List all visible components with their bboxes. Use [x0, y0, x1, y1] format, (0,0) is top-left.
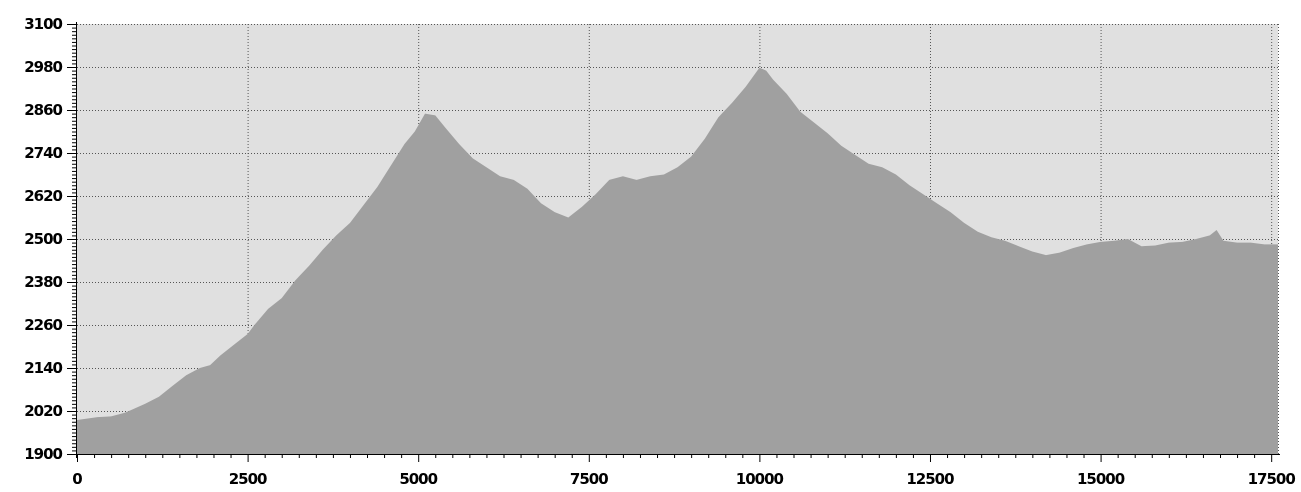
x-tick-label: 7500	[570, 470, 608, 488]
x-tick-label: 5000	[399, 470, 437, 488]
y-tick-label: 1900	[24, 445, 62, 463]
y-tick-label: 2020	[24, 402, 62, 420]
x-tick-label: 12500	[906, 470, 954, 488]
elevation-area	[77, 67, 1278, 454]
y-tick-label: 2260	[24, 316, 62, 334]
x-tick-label: 10000	[736, 470, 784, 488]
y-tick-label: 2740	[24, 144, 62, 162]
x-axis-labels: 0 2500 5000 7500 10000 12500 15000 17500	[72, 470, 1296, 488]
y-tick-label: 3100	[24, 15, 62, 33]
y-axis-labels: 1900 2020 2140 2260 2380 2500 2620 2740 2860 2980…	[24, 15, 63, 463]
y-tick-label: 2620	[24, 187, 62, 205]
x-tick-label: 15000	[1077, 470, 1125, 488]
y-tick-label: 2980	[24, 58, 62, 76]
axes	[67, 22, 1280, 462]
y-tick-label: 2860	[24, 101, 62, 119]
y-tick-label: 2140	[24, 359, 62, 377]
x-tick-label: 0	[72, 470, 82, 488]
x-tick-label: 2500	[229, 470, 267, 488]
x-tick-label: 17500	[1248, 470, 1296, 488]
y-tick-label: 2380	[24, 273, 62, 291]
y-tick-label: 2500	[24, 230, 62, 248]
